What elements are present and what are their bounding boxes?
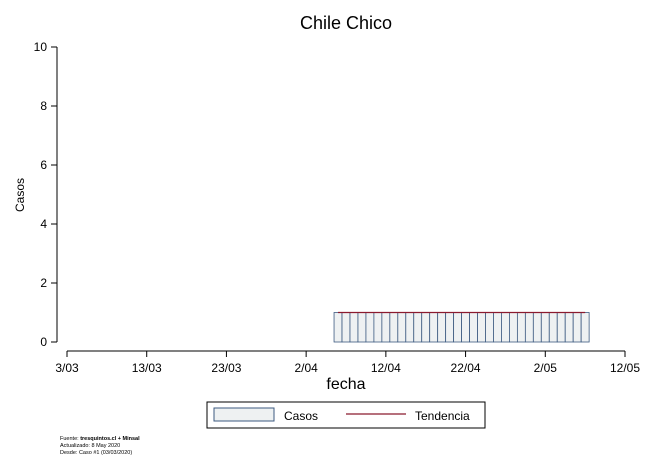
x-tick-label: 3/03 [55, 361, 79, 375]
bar [516, 312, 526, 343]
bar [580, 312, 590, 343]
bar [429, 312, 439, 343]
bar [445, 312, 455, 343]
x-tick-label: 22/04 [451, 361, 481, 375]
footer-updated: Actualizado: 8 May 2020 [60, 443, 121, 449]
bar [397, 312, 407, 343]
x-tick-label: 12/04 [371, 361, 401, 375]
y-axis-label: Casos [13, 178, 27, 212]
x-tick-label: 12/05 [610, 361, 640, 375]
x-tick-label: 13/03 [132, 361, 162, 375]
footer-source-value: tresquintos.cl + Minsal [80, 436, 140, 442]
bar [485, 312, 494, 343]
y-tick-label: 4 [40, 217, 47, 231]
legend: Casos Tendencia [206, 401, 486, 429]
bar [413, 312, 423, 343]
bar [493, 312, 502, 343]
bar [564, 312, 574, 343]
x-tick-label: 2/05 [534, 361, 558, 375]
bar [461, 312, 470, 343]
bar [333, 312, 343, 343]
y-tick-label: 0 [40, 335, 47, 349]
x-axis: 3/03 13/03 23/03 2/04 12/04 22/04 2/05 12/05 [55, 350, 640, 375]
bar [469, 312, 478, 343]
bar [365, 312, 375, 343]
bar [357, 312, 367, 343]
bar [437, 312, 447, 343]
bar [453, 312, 462, 343]
bar [524, 312, 534, 343]
chart-title: Chile Chico [300, 13, 392, 33]
bar [389, 312, 399, 343]
x-tick-label: 23/03 [211, 361, 241, 375]
bar [341, 312, 351, 343]
legend-label-tendencia: Tendencia [415, 409, 470, 423]
footer-since: Desde: Caso #1 (03/03/2020) [60, 450, 133, 456]
x-axis-label: fecha [326, 376, 365, 393]
x-tick-label: 2/04 [294, 361, 318, 375]
legend-label-casos: Casos [284, 409, 318, 423]
footer-source: Fuente: tresquintos.cl + Minsal [60, 436, 140, 442]
bar [381, 312, 391, 343]
bar [349, 312, 359, 343]
bar [509, 312, 518, 343]
bar [405, 312, 415, 343]
bar [501, 312, 510, 343]
bar [540, 312, 550, 343]
bars [333, 312, 590, 343]
bar [572, 312, 582, 343]
y-tick-label: 10 [34, 40, 48, 54]
bar [477, 312, 486, 343]
bar [532, 312, 542, 343]
bar [421, 312, 431, 343]
y-tick-label: 6 [40, 158, 47, 172]
bar [548, 312, 558, 343]
bar [556, 312, 566, 343]
bar [373, 312, 383, 343]
y-tick-label: 2 [40, 276, 47, 290]
y-tick-label: 8 [40, 99, 47, 113]
y-axis: 0 2 4 6 8 10 [34, 40, 58, 349]
legend-swatch-casos [213, 407, 275, 422]
